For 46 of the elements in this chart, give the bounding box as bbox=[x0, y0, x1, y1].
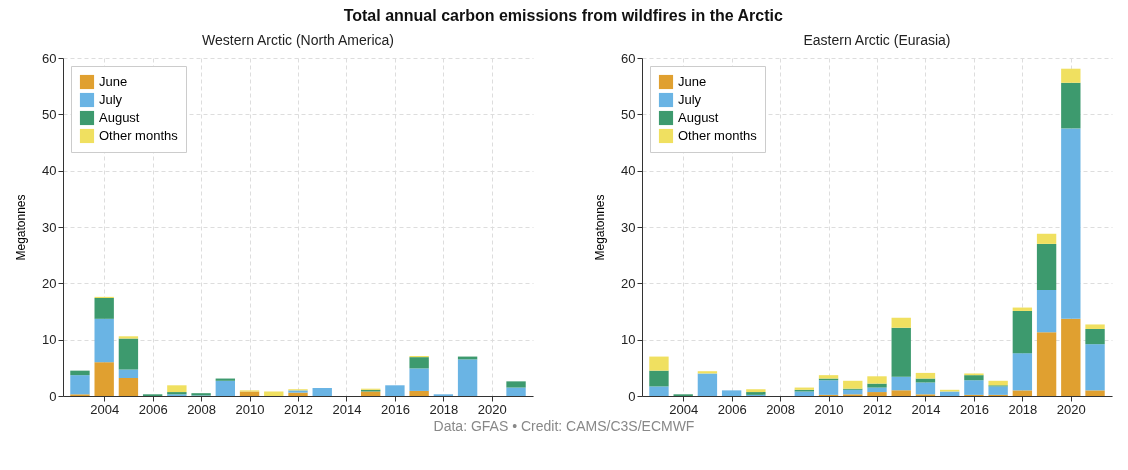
x-tick-label: 2020 bbox=[1056, 401, 1086, 417]
x-tick-label: 2014 bbox=[911, 401, 941, 417]
y-tick-label: 40 bbox=[42, 163, 57, 179]
x-tick-label: 2010 bbox=[235, 401, 265, 417]
y-axis-title: Megatonnes bbox=[14, 194, 29, 261]
x-tick-label: 2010 bbox=[814, 401, 844, 417]
x-tick-label: 2018 bbox=[429, 401, 459, 417]
legend-label: Other months bbox=[678, 128, 758, 143]
y-tick-label: 30 bbox=[42, 219, 57, 235]
x-tick-label: 2012 bbox=[284, 401, 313, 417]
chart-subtitle: Western Arctic (North America) bbox=[202, 32, 394, 48]
y-tick-label: 30 bbox=[621, 219, 636, 235]
y-tick-label: 60 bbox=[621, 50, 636, 66]
legend-label: June bbox=[678, 74, 707, 89]
y-tick-label: 0 bbox=[628, 388, 636, 404]
text: Data: GFAS • Credit: CAMS/C3S/ECMWF bbox=[432, 418, 696, 434]
x-tick-label: 2006 bbox=[717, 401, 747, 417]
legend-label: June bbox=[99, 74, 128, 89]
legend-label: Other months bbox=[99, 128, 179, 143]
x-tick-label: 2008 bbox=[766, 401, 796, 417]
y-tick-label: 50 bbox=[621, 106, 636, 122]
chart-subtitle: Eastern Arctic (Eurasia) bbox=[803, 32, 951, 48]
x-tick-label: 2006 bbox=[138, 401, 168, 417]
legend-label: July bbox=[99, 92, 123, 107]
x-tick-label: 2020 bbox=[477, 401, 507, 417]
legend-label: August bbox=[678, 110, 719, 125]
x-tick-label: 2004 bbox=[669, 401, 699, 417]
y-tick-label: 10 bbox=[42, 332, 57, 348]
x-tick-label: 2012 bbox=[863, 401, 892, 417]
y-tick-label: 50 bbox=[42, 106, 57, 122]
x-tick-label: 2008 bbox=[187, 401, 217, 417]
y-tick-label: 20 bbox=[42, 275, 57, 291]
x-tick-label: 2004 bbox=[90, 401, 120, 417]
y-axis-title: Megatonnes bbox=[593, 194, 608, 261]
y-tick-label: 20 bbox=[621, 275, 636, 291]
x-tick-label: 2016 bbox=[380, 401, 410, 417]
legend-label: July bbox=[678, 92, 702, 107]
x-tick-label: 2018 bbox=[1008, 401, 1038, 417]
chart-title: Total annual carbon emissions from wildfires in the Arctic bbox=[343, 7, 783, 24]
y-tick-label: 0 bbox=[49, 388, 57, 404]
y-tick-label: 40 bbox=[621, 163, 636, 179]
x-tick-label: 2014 bbox=[332, 401, 362, 417]
x-tick-label: 2016 bbox=[959, 401, 989, 417]
y-tick-label: 10 bbox=[621, 332, 636, 348]
legend-label: August bbox=[99, 110, 140, 125]
y-tick-label: 60 bbox=[42, 50, 57, 66]
